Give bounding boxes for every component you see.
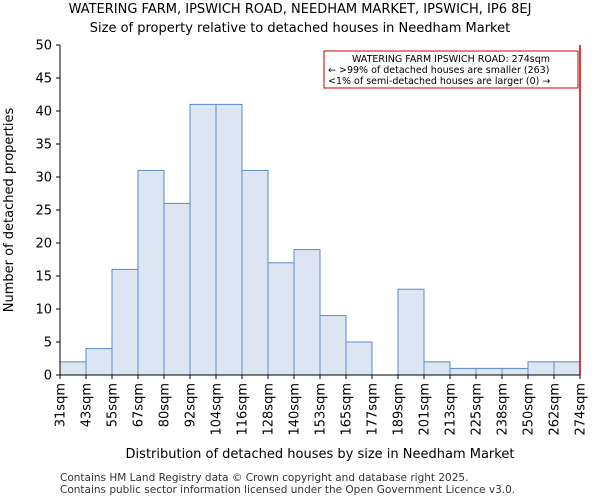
x-ticks-group: 31sqm 43sqm 55sqm 67sqm 80sqm 92sqm 104sqm 116s… [54,375,589,436]
x-tick-label: 140sqm [288,383,303,436]
x-tick-label: 238sqm [496,383,511,436]
annotation-line1: WATERING FARM IPSWICH ROAD: 274sqm [352,54,550,65]
y-tick-label: 50 [35,39,52,54]
y-axis-label: Number of detached properties [2,108,17,313]
bar-92sqm [189,103,217,376]
bar-67sqm [137,169,165,376]
bar-250sqm [527,361,555,376]
x-tick-label: 43sqm [80,383,95,427]
footer-licence: Contains public sector information licen… [60,484,516,496]
x-tick-label: 274sqm [574,383,589,436]
x-tick-label: 165sqm [340,383,355,436]
bar-262sqm [553,361,581,376]
y-tick-label: 30 [35,171,52,186]
bar-201sqm [423,361,451,376]
y-tick-label: 15 [35,270,52,285]
bar-165sqm [345,341,373,376]
bar-80sqm [163,202,191,376]
chart-title-line1: WATERING FARM, IPSWICH ROAD, NEEDHAM MAR… [68,2,532,17]
x-tick-label: 116sqm [236,383,251,436]
y-tick-label: 25 [35,204,52,219]
bar-128sqm [267,262,295,376]
bar-213sqm [449,367,477,376]
y-tick-label: 35 [35,138,52,153]
x-tick-label: 92sqm [184,383,199,427]
x-tick-label: 201sqm [418,383,433,436]
bar-238sqm [501,367,529,376]
x-axis-label: Distribution of detached houses by size … [126,447,515,462]
y-tick-label: 10 [35,303,52,318]
bar-43sqm [85,348,113,376]
x-tick-label: 189sqm [392,383,407,436]
bar-104sqm [215,103,243,376]
bars-group [59,103,581,376]
x-tick-label: 55sqm [106,383,121,427]
x-tick-label: 153sqm [314,383,329,436]
x-tick-label: 225sqm [470,383,485,436]
y-tick-label: 5 [44,336,52,351]
x-tick-label: 262sqm [548,383,563,436]
annotation-box: WATERING FARM IPSWICH ROAD: 274sqm ← >99… [323,50,579,89]
annotation-line3: <1% of semi-detached houses are larger (… [328,76,550,87]
annotation-border [323,50,579,89]
bar-225sqm [475,367,503,376]
bar-31sqm [59,361,87,376]
y-ticks-group: 0 5 10 15 20 25 30 35 40 45 50 [35,39,60,384]
x-tick-label: 104sqm [210,383,225,436]
y-tick-label: 20 [35,237,52,252]
x-tick-label: 213sqm [444,383,459,436]
chart-title-line2: Size of property relative to detached ho… [89,21,511,36]
bar-55sqm [111,268,139,376]
annotation-line2: ← >99% of detached houses are smaller (2… [328,65,549,76]
y-tick-label: 0 [44,369,52,384]
bar-153sqm [319,315,347,376]
bar-189sqm [397,288,425,376]
x-tick-label: 128sqm [262,383,277,436]
x-tick-label: 250sqm [522,383,537,436]
bar-116sqm [241,169,269,376]
y-tick-label: 45 [35,72,52,87]
footer-copyright: Contains HM Land Registry data © Crown c… [60,472,469,484]
x-tick-label: 67sqm [132,383,147,427]
y-tick-label: 40 [35,105,52,120]
bar-140sqm [293,249,321,376]
x-tick-label: 177sqm [366,383,381,436]
x-tick-label: 31sqm [54,383,69,427]
x-tick-label: 80sqm [158,383,173,427]
